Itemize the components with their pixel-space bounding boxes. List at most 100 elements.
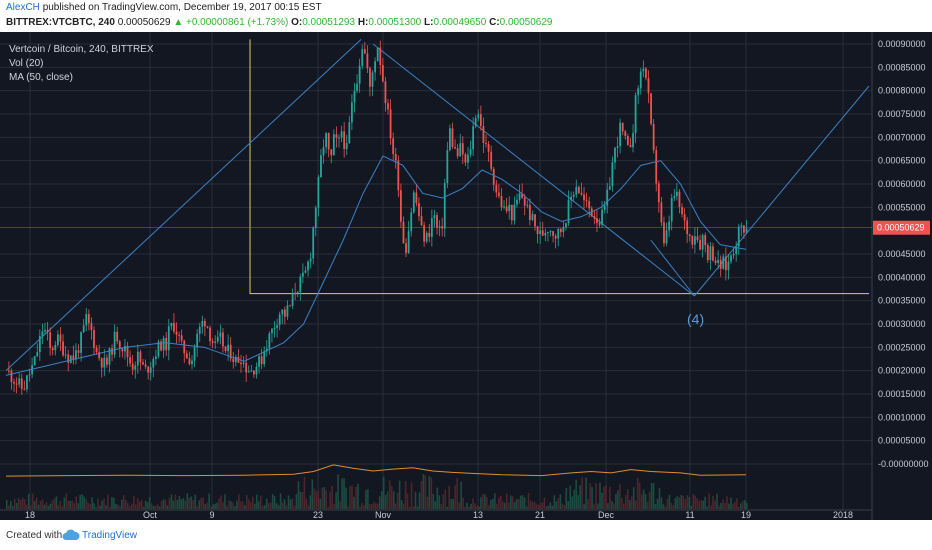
candle-body bbox=[67, 354, 70, 363]
volume-bar bbox=[220, 495, 222, 509]
candle-body bbox=[18, 378, 21, 385]
volume-bar bbox=[335, 492, 337, 509]
volume-bar bbox=[593, 504, 595, 509]
candle-body bbox=[325, 133, 328, 148]
volume-bar bbox=[682, 495, 685, 509]
volume-bar bbox=[144, 500, 147, 509]
candle-body bbox=[482, 126, 485, 143]
volume-bar bbox=[188, 497, 191, 509]
symbol-label: BITTREX:VTCBTC, 240 bbox=[6, 17, 115, 28]
candle-body bbox=[366, 53, 369, 69]
volume-bar bbox=[589, 483, 591, 509]
volume-bar bbox=[696, 498, 699, 509]
candle-body bbox=[283, 309, 286, 317]
volume-bar bbox=[375, 503, 377, 509]
candle-body bbox=[193, 347, 196, 361]
volume-bar bbox=[402, 503, 405, 509]
volume-bar bbox=[521, 495, 524, 509]
volume-bar bbox=[710, 505, 712, 509]
volume-bar bbox=[180, 499, 183, 509]
candle-body bbox=[255, 366, 258, 375]
candle-body bbox=[90, 323, 93, 331]
volume-bar bbox=[293, 505, 296, 509]
volume-bar bbox=[77, 503, 80, 509]
volume-bar bbox=[408, 506, 411, 509]
candle-body bbox=[580, 192, 583, 195]
candle-body bbox=[477, 114, 480, 119]
volume-bar bbox=[529, 500, 532, 509]
candle-body bbox=[95, 347, 98, 352]
candle-body bbox=[317, 177, 320, 208]
volume-bar bbox=[319, 498, 322, 509]
legend-ma[interactable]: MA (50, close) bbox=[9, 72, 73, 83]
volume-bar bbox=[660, 497, 663, 509]
volume-bar bbox=[353, 496, 355, 509]
volume-bar bbox=[178, 495, 181, 509]
candle-body bbox=[663, 222, 665, 244]
volume-bar bbox=[486, 497, 488, 509]
volume-bar bbox=[373, 501, 375, 509]
price-chart[interactable]: 0.00090000 0.00085000 0.00080000 0.00075000… bbox=[0, 32, 932, 520]
volume-bar bbox=[129, 506, 131, 509]
candle-body bbox=[614, 147, 616, 163]
candle-body bbox=[44, 329, 46, 332]
candle-body bbox=[449, 128, 451, 151]
volume-bar bbox=[541, 502, 544, 509]
candle-body bbox=[660, 202, 663, 223]
tradingview-brand[interactable]: TradingView bbox=[82, 530, 138, 541]
candle-body bbox=[469, 149, 472, 155]
volume-bar bbox=[127, 503, 129, 509]
volume-bar bbox=[166, 505, 169, 509]
volume-bar bbox=[125, 500, 127, 509]
candle-body bbox=[583, 194, 585, 201]
chart-area[interactable]: 0.00090000 0.00085000 0.00080000 0.00075000… bbox=[0, 32, 932, 520]
candle-body bbox=[149, 367, 152, 373]
volume-bar bbox=[283, 499, 286, 509]
candle-body bbox=[281, 309, 284, 315]
volume-bar bbox=[325, 490, 328, 509]
candle-body bbox=[665, 230, 668, 244]
volume-bar bbox=[226, 505, 228, 509]
candle-body bbox=[183, 340, 186, 354]
volume-bar bbox=[424, 475, 427, 509]
volume-bar bbox=[630, 496, 633, 509]
volume-bar bbox=[575, 479, 577, 509]
volume-bar bbox=[716, 493, 718, 509]
volume-bar bbox=[511, 496, 514, 509]
volume-bar bbox=[742, 500, 744, 509]
candle-body bbox=[258, 356, 260, 367]
volume-bar bbox=[690, 505, 693, 509]
time-tick-label: 19 bbox=[741, 510, 751, 520]
volume-bar bbox=[341, 478, 343, 509]
legend-volume[interactable]: Vol (20) bbox=[9, 58, 44, 69]
volume-bar bbox=[79, 494, 82, 509]
volume-bar bbox=[724, 503, 726, 509]
volume-ma-line bbox=[5, 464, 747, 477]
candle-body bbox=[652, 123, 655, 151]
candle-body bbox=[593, 216, 596, 219]
volume-bar bbox=[418, 492, 421, 509]
candle-body bbox=[743, 225, 745, 233]
candle-body bbox=[229, 344, 232, 359]
candle-body bbox=[234, 356, 237, 363]
volume-bar bbox=[448, 485, 451, 509]
volume-bar bbox=[47, 505, 50, 509]
candle-body bbox=[286, 305, 289, 317]
volume-bar bbox=[45, 502, 48, 509]
candle-body bbox=[152, 358, 155, 368]
candle-body bbox=[263, 351, 266, 365]
volume-bar bbox=[75, 496, 78, 509]
volume-bar bbox=[134, 504, 137, 509]
volume-bar bbox=[190, 496, 193, 509]
author-link[interactable]: AlexCH bbox=[6, 2, 40, 13]
candle-body bbox=[562, 227, 565, 233]
candle-body bbox=[575, 186, 578, 195]
price-tick-label: 0.00075000 bbox=[878, 109, 926, 119]
volume-bar bbox=[658, 487, 661, 509]
volume-bar bbox=[615, 494, 617, 509]
candle-body bbox=[657, 183, 660, 203]
volume-bar bbox=[216, 502, 218, 509]
candle-body bbox=[10, 370, 13, 382]
volume-bar bbox=[174, 494, 177, 509]
volume-bar bbox=[331, 485, 333, 509]
